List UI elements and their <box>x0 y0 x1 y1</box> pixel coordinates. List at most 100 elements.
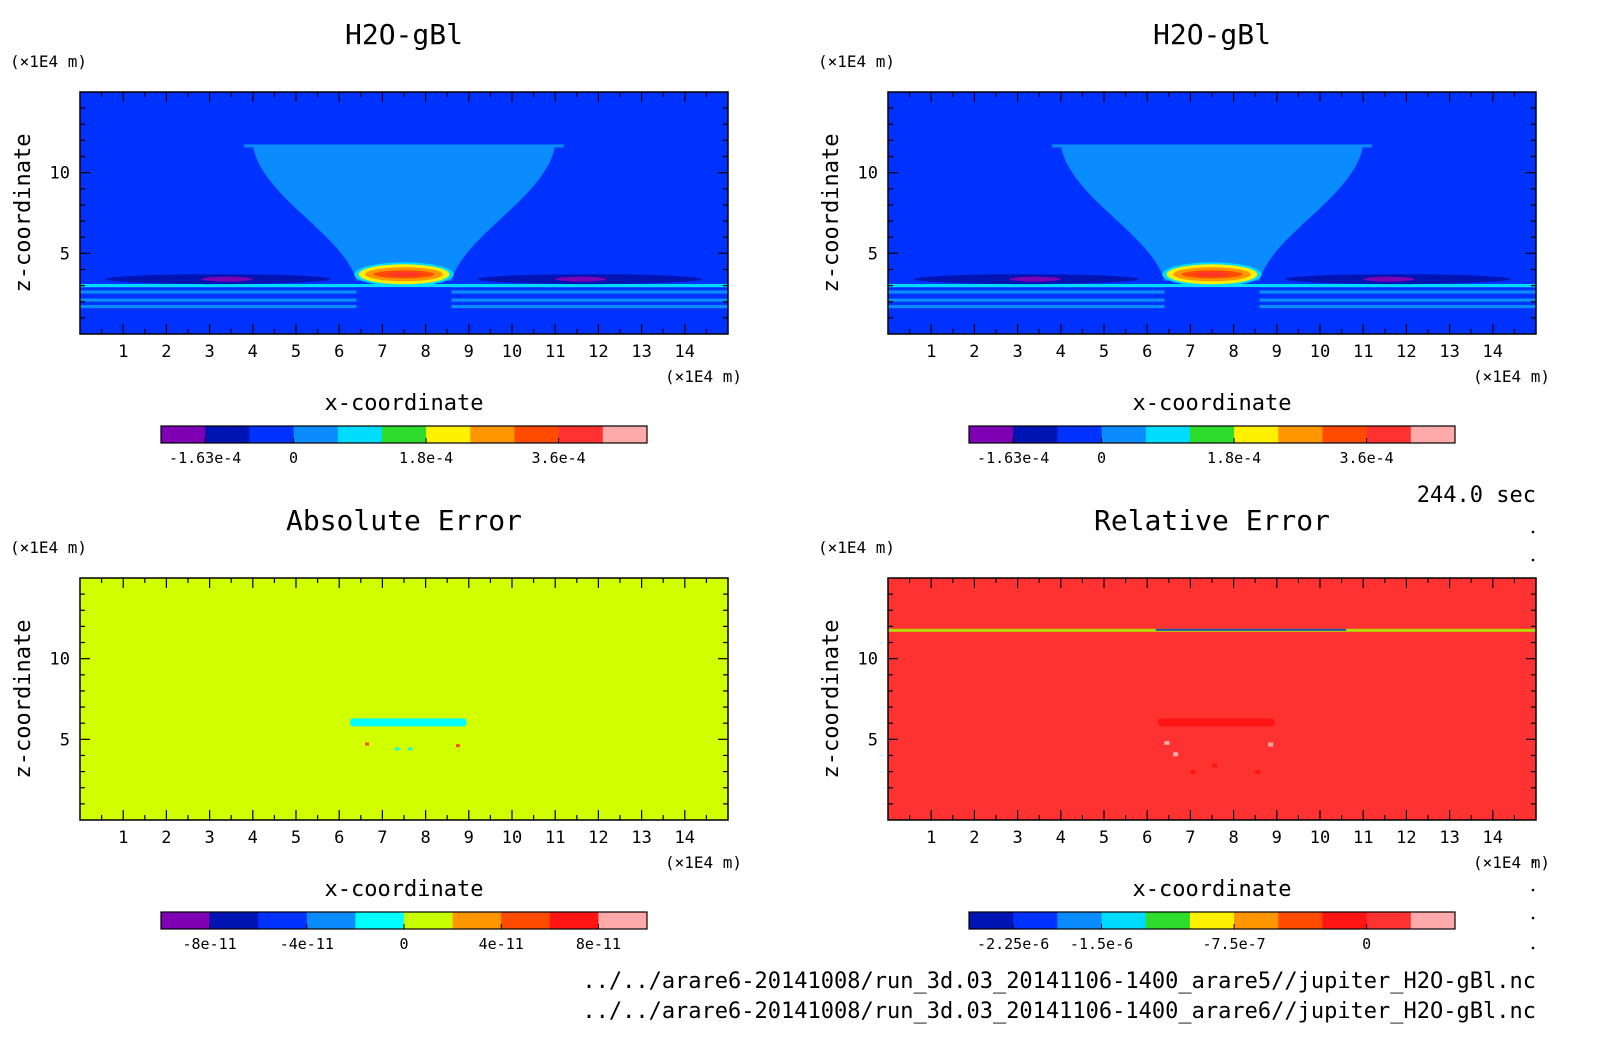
y-tick-label: 5 <box>868 730 878 750</box>
time-label: 244.0 sec <box>1417 483 1536 508</box>
x-tick-label: 8 <box>420 342 430 362</box>
colorbar-swatch <box>1410 912 1456 929</box>
chart-title: Absolute Error <box>286 504 522 537</box>
colorbar: -1.63e-4 0 1.8e-4 3.6e-4 <box>968 425 1456 467</box>
y-tick-label: 10 <box>50 164 70 184</box>
x-tick-label: 7 <box>1185 342 1195 362</box>
x-tick-label: 13 <box>1439 828 1459 848</box>
colorbar-swatch <box>1322 426 1368 443</box>
colorbar-swatch <box>1410 426 1456 443</box>
plume-cap <box>244 144 564 148</box>
colorbar-swatch <box>1057 426 1103 443</box>
colorbar-swatch <box>1013 426 1058 443</box>
colorbar-swatch <box>1278 912 1323 929</box>
colorbar-swatch <box>209 912 259 929</box>
x-tick-label: 6 <box>334 342 344 362</box>
core-ring-5 <box>1194 272 1230 277</box>
x-tick-label: 10 <box>502 342 522 362</box>
plume-region <box>1060 145 1364 281</box>
y-tick-label: 5 <box>868 244 878 264</box>
colorbar-swatch <box>602 426 648 443</box>
side-lens-core-2 <box>1363 276 1416 282</box>
colorbar-swatch <box>1145 426 1191 443</box>
x-tick-label: 5 <box>1099 828 1109 848</box>
error-speck-5 <box>1255 769 1261 774</box>
x-tick-label: 2 <box>969 342 979 362</box>
error-bar-region <box>1158 718 1275 727</box>
colorbar-swatch <box>1101 426 1147 443</box>
colorbar-tick-label: -1.63e-4 <box>169 449 241 467</box>
colorbar-swatch <box>249 426 295 443</box>
x-unit-label: (×1E4 m) <box>1473 853 1550 872</box>
x-tick-label: 7 <box>1185 828 1195 848</box>
x-tick-label: 14 <box>1483 342 1503 362</box>
y-axis-label: z-coordinate <box>11 620 36 779</box>
plot-area <box>888 578 1536 820</box>
core-ring-5 <box>386 272 422 277</box>
x-tick-label: 9 <box>1272 828 1282 848</box>
colorbar-swatch <box>306 912 356 929</box>
x-tick-label: 14 <box>675 342 695 362</box>
margin-dot <box>1531 916 1535 920</box>
colorbar-swatch <box>1189 912 1235 929</box>
band-gap <box>1164 287 1260 312</box>
colorbar-tick-label: 3.6e-4 <box>532 449 586 467</box>
y-tick-label: 5 <box>60 730 70 750</box>
colorbar-swatch <box>404 912 454 929</box>
x-tick-label: 6 <box>1142 828 1152 848</box>
x-tick-label: 12 <box>588 342 608 362</box>
colorbar-swatch <box>1322 912 1368 929</box>
colorbar-swatch <box>1234 426 1279 443</box>
error-speck-3 <box>1173 752 1179 757</box>
error-speck-2 <box>1268 742 1274 747</box>
plot-background <box>888 578 1536 820</box>
x-tick-label: 6 <box>1142 342 1152 362</box>
y-unit-label: (×1E4 m) <box>10 538 87 557</box>
x-tick-label: 7 <box>377 828 387 848</box>
x-tick-label: 13 <box>631 828 651 848</box>
colorbar-swatch <box>549 912 599 929</box>
colorbar-tick-label: 0 <box>1097 449 1106 467</box>
x-tick-label: 12 <box>588 828 608 848</box>
band-gap <box>356 287 452 312</box>
x-tick-label: 7 <box>377 342 387 362</box>
error-speck-2 <box>455 744 460 748</box>
top-line-blue <box>1155 628 1346 631</box>
colorbar-tick-label: -8e-11 <box>183 935 237 953</box>
x-tick-label: 3 <box>204 828 214 848</box>
error-speck-4 <box>408 747 413 751</box>
colorbar-frame <box>968 911 1456 930</box>
x-tick-label: 4 <box>248 342 258 362</box>
x-tick-label: 4 <box>1056 828 1066 848</box>
x-tick-label: 9 <box>464 828 474 848</box>
x-tick-label: 11 <box>1353 828 1373 848</box>
colorbar-swatch <box>558 426 604 443</box>
colorbar-tick-label: -1.63e-4 <box>977 449 1049 467</box>
margin-dot <box>1531 530 1535 534</box>
error-speck-1 <box>1164 740 1170 745</box>
x-tick-label: 1 <box>118 828 128 848</box>
x-unit-label: (×1E4 m) <box>665 853 742 872</box>
x-tick-label: 1 <box>926 828 936 848</box>
colorbar: -2.25e-6 -1.5e-6 -7.5e-7 0 <box>968 911 1456 953</box>
colorbar-tick-label: -2.25e-6 <box>977 935 1049 953</box>
x-tick-label: 12 <box>1396 342 1416 362</box>
y-axis-label: z-coordinate <box>11 134 36 293</box>
colorbar-swatch <box>337 426 383 443</box>
colorbar-swatch <box>258 912 308 929</box>
x-tick-label: 11 <box>545 828 565 848</box>
x-tick-label: 4 <box>1056 342 1066 362</box>
colorbar-tick-label: 4e-11 <box>479 935 524 953</box>
colorbar-swatch <box>452 912 502 929</box>
x-tick-label: 1 <box>926 342 936 362</box>
x-tick-label: 8 <box>1228 342 1238 362</box>
x-tick-label: 9 <box>464 342 474 362</box>
x-axis-label: x-coordinate <box>325 391 484 416</box>
colorbar-swatch <box>205 426 250 443</box>
x-unit-label: (×1E4 m) <box>1473 367 1550 386</box>
plume-cap <box>1052 144 1372 148</box>
margin-dot <box>1531 888 1535 892</box>
